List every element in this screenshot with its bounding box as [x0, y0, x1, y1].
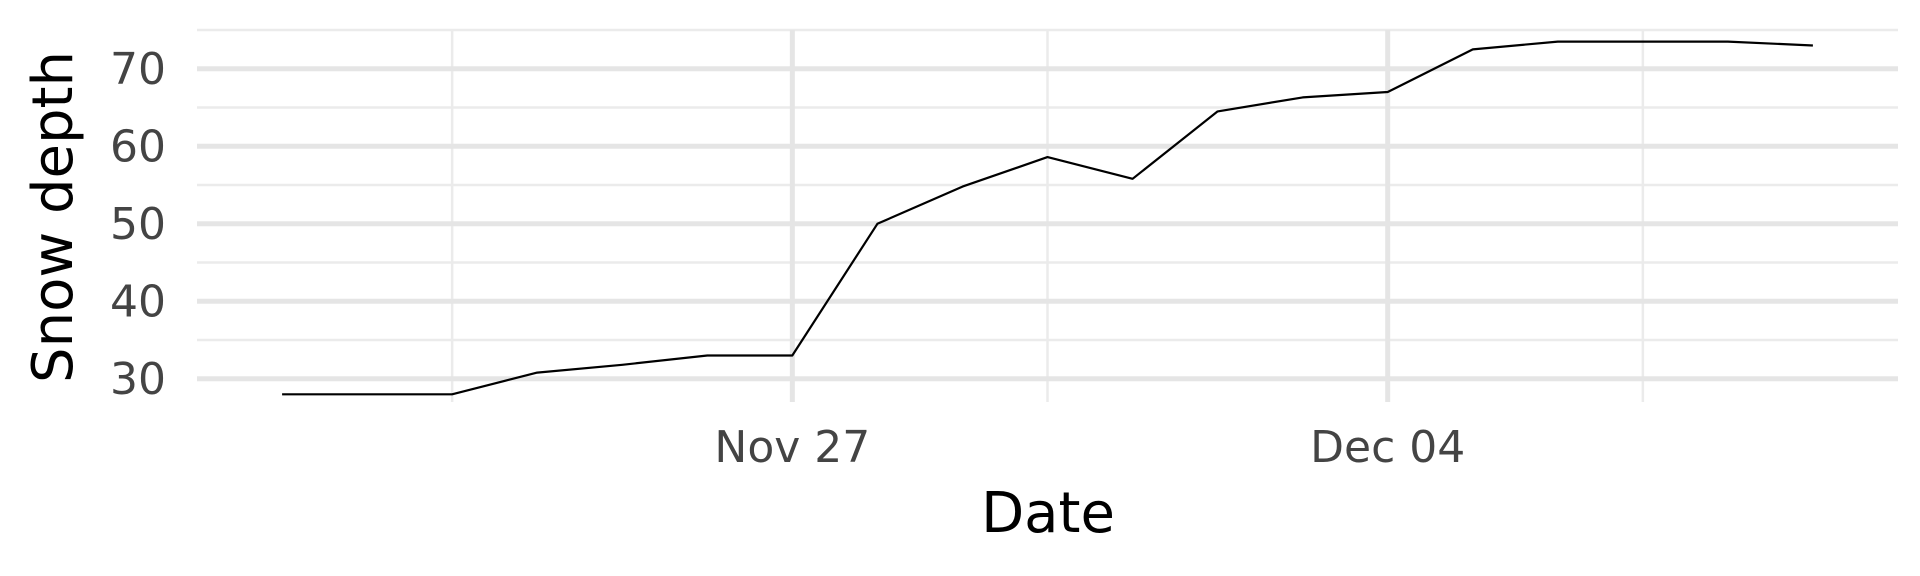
x-tick-label: Nov 27: [714, 422, 870, 473]
y-tick-label: 70: [110, 44, 166, 95]
series-layer: [282, 40, 1813, 396]
y-tick-label: 50: [110, 199, 166, 250]
y-tick-label: 40: [110, 276, 166, 327]
tick-label-layer: 30 40 50 60 70 Nov 27 Dec 04: [110, 44, 1465, 473]
x-axis-title: Date: [981, 481, 1115, 546]
x-tick-label: Dec 04: [1310, 422, 1465, 473]
snow-depth-series-line: [282, 40, 1813, 396]
y-tick-label: 30: [110, 354, 166, 405]
y-axis-title: Snow depth: [21, 51, 86, 383]
grid-layer: [197, 28, 1898, 402]
y-tick-label: 60: [110, 121, 166, 172]
